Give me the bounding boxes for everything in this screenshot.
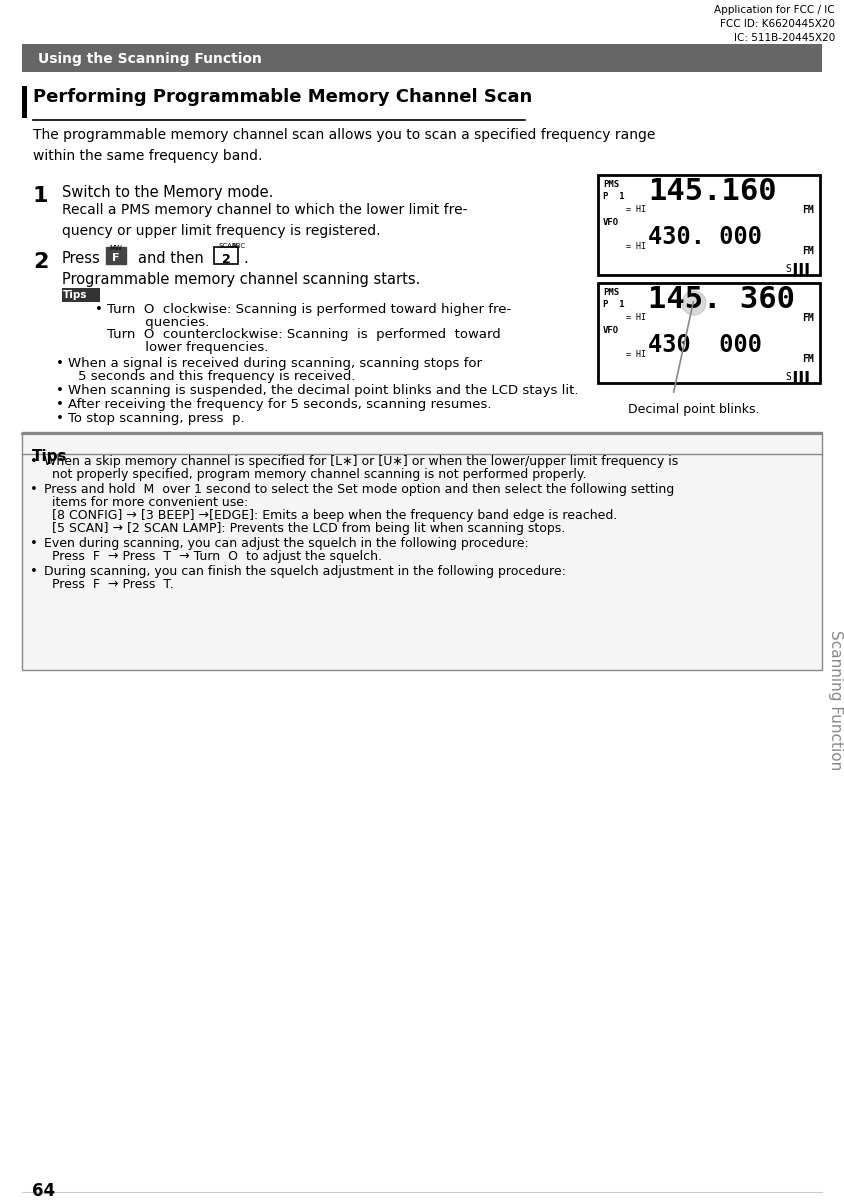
Text: Performing Programmable Memory Channel Scan: Performing Programmable Memory Channel S… xyxy=(33,88,532,106)
Text: [8 CONFIG] → [3 BEEP] →[EDGE]: Emits a beep when the frequency band edge is reac: [8 CONFIG] → [3 BEEP] →[EDGE]: Emits a b… xyxy=(44,508,617,522)
Text: 2: 2 xyxy=(33,252,48,272)
Text: •: • xyxy=(30,483,38,496)
Text: Decimal point blinks.: Decimal point blinks. xyxy=(627,403,759,416)
Text: •: • xyxy=(95,303,103,316)
Text: 1: 1 xyxy=(33,186,48,206)
Text: After receiving the frequency for 5 seconds, scanning resumes.: After receiving the frequency for 5 seco… xyxy=(68,398,491,411)
Text: When scanning is suspended, the decimal point blinks and the LCD stays lit.: When scanning is suspended, the decimal … xyxy=(68,383,578,397)
Text: Application for FCC / IC
FCC ID: K6620445X20
IC: 511B-20445X20: Application for FCC / IC FCC ID: K662044… xyxy=(713,5,834,43)
Text: •: • xyxy=(56,412,64,426)
Text: PMS: PMS xyxy=(603,288,619,297)
Text: 2: 2 xyxy=(221,252,230,266)
Text: ABC: ABC xyxy=(232,243,246,249)
Text: Turn  O  counterclockwise: Scanning  is  performed  toward: Turn O counterclockwise: Scanning is per… xyxy=(107,328,500,341)
Text: Even during scanning, you can adjust the squelch in the following procedure:: Even during scanning, you can adjust the… xyxy=(44,537,528,551)
Text: and then: and then xyxy=(138,251,203,266)
Text: FM: FM xyxy=(801,313,813,323)
Text: VFO: VFO xyxy=(603,218,619,227)
Text: 430  000: 430 000 xyxy=(647,333,761,357)
Bar xyxy=(22,44,821,72)
Text: 5 seconds and this frequency is received.: 5 seconds and this frequency is received… xyxy=(78,370,355,383)
Text: When a skip memory channel is specified for [L∗] or [U∗] or when the lower/upper: When a skip memory channel is specified … xyxy=(44,456,678,468)
Text: lower frequencies.: lower frequencies. xyxy=(107,341,268,355)
Text: •: • xyxy=(56,357,64,370)
Text: Press and hold  M  over 1 second to select the Set mode option and then select t: Press and hold M over 1 second to select… xyxy=(44,483,674,496)
Text: Tips: Tips xyxy=(32,450,68,464)
Text: Using the Scanning Function: Using the Scanning Function xyxy=(38,52,262,66)
FancyBboxPatch shape xyxy=(214,246,238,264)
Text: 145. 360: 145. 360 xyxy=(647,285,794,314)
Text: items for more convenient use:: items for more convenient use: xyxy=(44,496,248,508)
Bar xyxy=(22,432,821,670)
Text: S▐▐▐: S▐▐▐ xyxy=(784,262,808,274)
Text: Programmable memory channel scanning starts.: Programmable memory channel scanning sta… xyxy=(62,272,419,287)
Text: •: • xyxy=(30,565,38,578)
Text: .: . xyxy=(243,251,247,266)
Text: = HI: = HI xyxy=(625,206,645,214)
Text: Press  F  → Press  T  → Turn  O  to adjust the squelch.: Press F → Press T → Turn O to adjust the… xyxy=(44,551,381,563)
Text: SCAN: SCAN xyxy=(219,243,238,249)
Text: FM: FM xyxy=(801,246,813,256)
Text: = HI: = HI xyxy=(625,350,645,359)
Text: = HI: = HI xyxy=(625,313,645,322)
Text: 64: 64 xyxy=(32,1182,55,1200)
Text: PMS: PMS xyxy=(603,180,619,189)
FancyBboxPatch shape xyxy=(106,246,126,264)
Text: •: • xyxy=(56,398,64,411)
Bar xyxy=(598,282,819,383)
Text: F: F xyxy=(112,252,120,263)
Text: [5 SCAN] → [2 SCAN LAMP]: Prevents the LCD from being lit when scanning stops.: [5 SCAN] → [2 SCAN LAMP]: Prevents the L… xyxy=(44,522,565,535)
Text: 430. 000: 430. 000 xyxy=(647,225,761,249)
Text: •: • xyxy=(30,456,38,468)
Bar xyxy=(22,87,27,118)
Text: S▐▐▐: S▐▐▐ xyxy=(784,370,808,382)
Circle shape xyxy=(681,291,706,315)
Text: not properly specified, program memory channel scanning is not performed properl: not properly specified, program memory c… xyxy=(44,468,586,481)
Text: FM: FM xyxy=(801,355,813,364)
Text: •: • xyxy=(56,383,64,397)
Text: When a signal is received during scanning, scanning stops for: When a signal is received during scannin… xyxy=(68,357,481,370)
Text: Tips: Tips xyxy=(63,290,88,300)
Text: Turn  O  clockwise: Scanning is performed toward higher fre-: Turn O clockwise: Scanning is performed … xyxy=(107,303,511,316)
Text: Recall a PMS memory channel to which the lower limit fre-
quency or upper limit : Recall a PMS memory channel to which the… xyxy=(62,203,467,238)
Text: quencies.: quencies. xyxy=(107,316,209,329)
Bar xyxy=(598,175,819,275)
Bar xyxy=(62,288,100,302)
Text: = HI: = HI xyxy=(625,242,645,251)
Text: P  1: P 1 xyxy=(603,192,624,201)
Text: During scanning, you can finish the squelch adjustment in the following procedur: During scanning, you can finish the sque… xyxy=(44,565,565,578)
Text: Press: Press xyxy=(62,251,100,266)
Text: MW: MW xyxy=(110,245,122,251)
Text: 145.160: 145.160 xyxy=(647,177,776,206)
Text: FM: FM xyxy=(801,206,813,215)
Text: To stop scanning, press  p.: To stop scanning, press p. xyxy=(68,412,244,426)
Text: The programmable memory channel scan allows you to scan a specified frequency ra: The programmable memory channel scan all… xyxy=(33,127,655,163)
Text: Switch to the Memory mode.: Switch to the Memory mode. xyxy=(62,185,273,200)
Text: VFO: VFO xyxy=(603,326,619,335)
Text: Press  F  → Press  T.: Press F → Press T. xyxy=(44,578,173,591)
Text: P  1: P 1 xyxy=(603,300,624,309)
Text: Scanning Function: Scanning Function xyxy=(827,630,842,770)
Text: •: • xyxy=(30,537,38,551)
